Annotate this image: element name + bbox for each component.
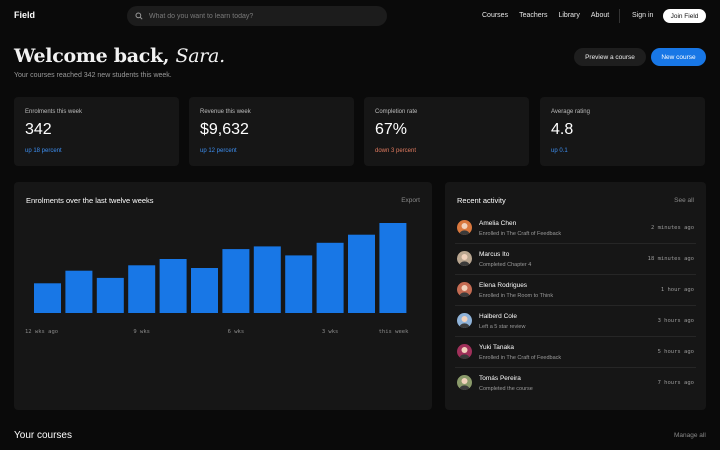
chart-bar[interactable] [96,277,124,313]
activity-timestamp: 7 hours ago [657,380,694,386]
activity-user-name: Yuki Tanaka [479,344,514,351]
welcome-prefix: Welcome back, [14,45,170,67]
avatar-portrait-icon [457,251,472,266]
stat-card-revenue: Revenue this week $9,632 up 12 percent [189,97,354,166]
search-input[interactable] [149,12,369,20]
enrolments-chart-card: Enrolments over the last twelve weeks Ex… [14,182,432,410]
export-button[interactable]: Export [401,197,420,204]
avatar [457,344,472,359]
logo[interactable]: Field [14,10,36,20]
activity-row[interactable]: Marcus Ito Completed Chapter 4 18 minutes … [455,244,696,275]
page-title: Welcome back, Sara. [14,45,225,67]
stat-label: Completion rate [375,109,418,115]
user-name: Sara. [175,45,226,67]
avatar-portrait-icon [457,313,472,328]
avatar-portrait-icon [457,375,472,390]
activity-row[interactable]: Amelia Chen Enrolled in The Craft of Feed… [455,213,696,244]
stat-value: $9,632 [200,121,249,138]
activity-description: Enrolled in The Craft of Feedback [479,355,562,361]
your-courses-heading: Your courses [14,430,72,441]
manage-all-link[interactable]: Manage all [674,432,706,439]
stat-label: Enrolments this week [25,109,83,115]
nav-divider [619,9,620,23]
chart-bar[interactable] [159,259,187,313]
activity-row[interactable]: Tomás Pereira Completed the course 7 hours… [455,368,696,399]
search-icon [135,12,143,20]
activity-row[interactable]: Halberd Cole Left a 5 star review 3 hours … [455,306,696,337]
top-nav: Field Courses Teachers Library About Sig… [0,0,720,32]
avatar-portrait-icon [457,220,472,235]
sign-in-link[interactable]: Sign in [632,12,654,19]
stat-delta: up 12 percent [200,148,237,154]
chart-bar[interactable] [253,246,281,313]
activity-description: Left a 5 star review [479,324,526,330]
stat-value: 342 [25,121,52,138]
search-bar[interactable] [127,6,387,26]
stat-value: 4.8 [551,121,574,138]
x-tick-label: this week [379,329,409,335]
activity-description: Enrolled in The Craft of Feedback [479,231,562,237]
avatar [457,313,472,328]
chart-bar[interactable] [34,283,61,313]
activity-row[interactable]: Yuki Tanaka Enrolled in The Craft of Feed… [455,337,696,368]
chart-bar[interactable] [128,265,156,313]
stat-label: Average rating [551,109,590,115]
stat-card-rating: Average rating 4.8 up 0.1 [540,97,705,166]
avatar [457,251,472,266]
chart-bar[interactable] [222,249,250,313]
stat-value: 67% [375,121,408,138]
activity-timestamp: 18 minutes ago [647,256,694,262]
stat-delta: up 0.1 [551,148,568,154]
join-button[interactable]: Join Field [663,9,706,23]
x-tick-label: 12 wks ago [25,329,58,335]
chart-bar[interactable] [191,268,218,313]
nav-link-about[interactable]: About [590,12,610,19]
avatar [457,220,472,235]
nav-link-library[interactable]: Library [558,12,580,19]
avatar [457,375,472,390]
bar-chart: 12 wks ago 9 wks 6 wks 3 wks this week [25,223,409,335]
stat-card-completion: Completion rate 67% down 3 percent [364,97,529,166]
recent-activity-card: Recent activity See all Amelia Chen Enrol… [445,182,706,410]
chart-bar[interactable] [379,223,407,313]
activity-timestamp: 3 hours ago [657,318,694,324]
avatar-portrait-icon [457,344,472,359]
activity-user-name: Halberd Cole [479,313,517,320]
preview-course-button[interactable]: Preview a course [574,48,646,66]
new-course-button[interactable]: New course [651,48,706,66]
activity-user-name: Tomás Pereira [479,375,521,382]
x-tick-label: 6 wks [228,329,245,335]
activity-user-name: Elena Rodrigues [479,282,528,289]
chart-bar[interactable] [348,234,375,313]
avatar-portrait-icon [457,282,472,297]
page-subtitle: Your courses reached 342 new students th… [14,72,172,79]
chart-bar[interactable] [316,242,344,313]
activity-description: Completed the course [479,386,533,392]
activity-timestamp: 1 hour ago [660,287,694,293]
activity-timestamp: 2 minutes ago [650,225,694,231]
avatar [457,282,472,297]
activity-row[interactable]: Elena Rodrigues Enrolled in The Room to T… [455,275,696,306]
chart-bar[interactable] [285,255,313,313]
activity-user-name: Marcus Ito [479,251,510,258]
see-all-link[interactable]: See all [674,197,694,204]
activity-description: Completed Chapter 4 [479,262,532,268]
activity-timestamp: 5 hours ago [657,349,694,355]
chart-title: Enrolments over the last twelve weeks [26,196,154,205]
nav-link-teachers[interactable]: Teachers [519,12,548,19]
stat-label: Revenue this week [200,109,251,115]
stat-delta: up 18 percent [25,148,62,154]
x-tick-label: 3 wks [322,329,339,335]
x-tick-label: 9 wks [133,329,150,335]
nav-link-courses[interactable]: Courses [482,12,509,19]
activity-title: Recent activity [457,196,506,205]
activity-user-name: Amelia Chen [479,220,517,227]
stat-card-enrolments: Enrolments this week 342 up 18 percent [14,97,179,166]
stat-delta: down 3 percent [375,148,417,154]
chart-bar[interactable] [65,270,93,313]
nav-links: Courses Teachers Library About [482,12,620,19]
activity-description: Enrolled in The Room to Think [479,293,554,299]
